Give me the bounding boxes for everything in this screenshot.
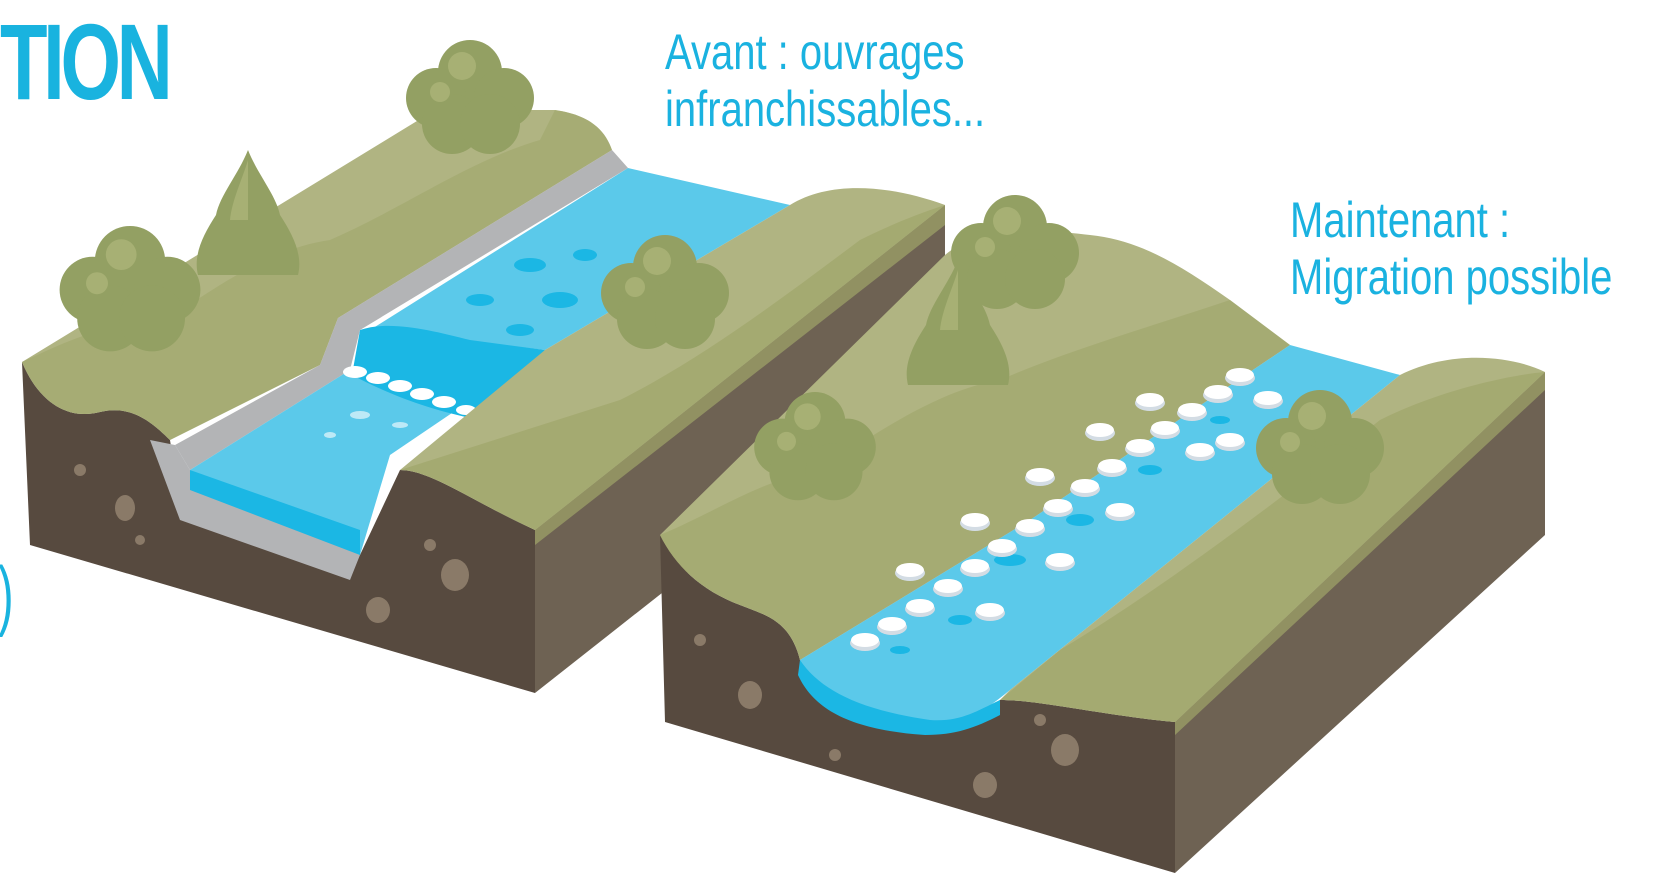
before-soil-side xyxy=(535,205,945,693)
before-soil-front xyxy=(22,362,535,693)
rock-icon xyxy=(960,559,990,577)
rock-icon xyxy=(1043,499,1073,517)
rock-icon xyxy=(1185,443,1215,461)
rock-icon xyxy=(1025,468,1055,486)
after-soil-side xyxy=(1175,372,1545,873)
after-caption: Maintenant : Migration possible xyxy=(1290,192,1612,306)
rock-icon xyxy=(933,579,963,597)
rock-icon xyxy=(905,599,935,617)
before-caption-line1: Avant : ouvrages xyxy=(665,24,965,80)
rock-icon xyxy=(1085,423,1115,441)
rock-icon xyxy=(850,633,880,651)
after-caption-line2: Migration possible xyxy=(1290,249,1613,305)
before-caption-line2: infranchissables... xyxy=(665,81,986,137)
before-landscape-block xyxy=(22,40,945,693)
after-caption-line1: Maintenant : xyxy=(1290,192,1511,248)
rock-icon xyxy=(1097,459,1127,477)
rock-icon xyxy=(975,603,1005,621)
conifer-icon xyxy=(196,150,300,275)
rock-icon xyxy=(960,513,990,531)
conifer-icon xyxy=(906,260,1010,385)
rock-icon xyxy=(1135,393,1165,411)
before-caption: Avant : ouvrages infranchissables... xyxy=(665,24,985,138)
rock-icon xyxy=(1105,503,1135,521)
rock-icon xyxy=(1253,391,1283,409)
rock-icon xyxy=(1215,433,1245,451)
rock-icon xyxy=(895,563,925,581)
rock-icon xyxy=(1177,403,1207,421)
tree-icon xyxy=(59,226,201,352)
after-landscape-block xyxy=(660,195,1545,873)
title-fragment: TION xyxy=(0,1,173,122)
tree-icon xyxy=(406,40,534,154)
rock-icon xyxy=(1225,368,1255,386)
weir-foam xyxy=(343,366,476,415)
rock-icon xyxy=(987,539,1017,557)
parenthesis-fragment: ) xyxy=(0,555,14,633)
rock-icon xyxy=(1045,553,1075,571)
rock-icon xyxy=(1150,421,1180,439)
rock-icon xyxy=(877,617,907,635)
rock-icon xyxy=(1125,439,1155,457)
rock-icon xyxy=(1203,385,1233,403)
rock-icon xyxy=(1015,519,1045,537)
after-soil-front xyxy=(660,535,1175,873)
rock-icon xyxy=(1070,479,1100,497)
after-water xyxy=(800,345,1400,725)
concrete-channel xyxy=(175,150,628,470)
